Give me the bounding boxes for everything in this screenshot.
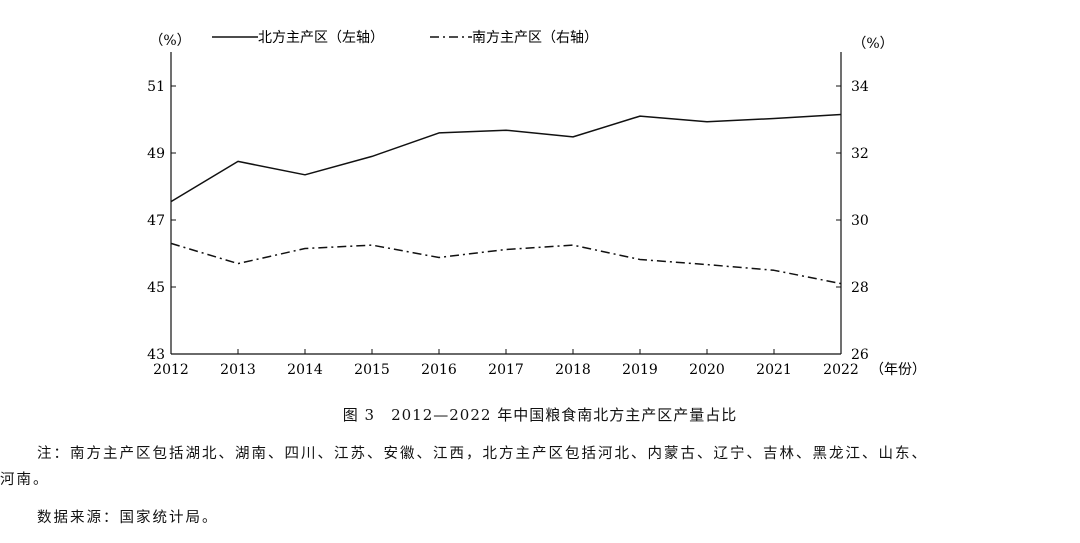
left-tick-label: 47 bbox=[147, 213, 165, 229]
right-tick-label: 30 bbox=[851, 213, 869, 229]
x-tick-label: 2014 bbox=[287, 362, 323, 378]
chart-legend: 北方主产区（左轴） 南方主产区（右轴） bbox=[212, 30, 598, 46]
north-series-line bbox=[170, 113, 842, 203]
x-tick-label: 2012 bbox=[153, 362, 189, 378]
left-axis-unit: （%） bbox=[149, 33, 190, 49]
figure-caption: 图 3 2012—2022 年中国粮食南北方主产区产量占比 bbox=[342, 406, 738, 424]
data-source: 数据来源：国家统计局。 bbox=[37, 510, 219, 526]
left-tick-label: 43 bbox=[147, 347, 165, 363]
x-tick-label: 2021 bbox=[756, 362, 792, 378]
x-tick-label: 2016 bbox=[421, 362, 457, 378]
legend-south-label: 南方主产区（右轴） bbox=[472, 30, 598, 46]
south-series-line bbox=[170, 242, 842, 285]
left-tick-label: 49 bbox=[147, 146, 165, 162]
right-tick-label: 28 bbox=[851, 280, 869, 296]
right-tick-label: 34 bbox=[851, 79, 869, 95]
note-line-2: 河南。 bbox=[0, 472, 50, 488]
left-tick-label: 45 bbox=[147, 280, 165, 296]
x-tick-label: 2018 bbox=[555, 362, 591, 378]
legend-north-label: 北方主产区（左轴） bbox=[258, 30, 384, 46]
note-line-1: 注：南方主产区包括湖北、湖南、四川、江苏、安徽、江西，北方主产区包括河北、内蒙古… bbox=[37, 446, 928, 462]
x-tick-label: 2022 bbox=[823, 362, 859, 378]
chart-axes: （%） （%） （年份） bbox=[149, 33, 926, 378]
x-axis-unit: （年份） bbox=[870, 362, 926, 378]
x-tick-label: 2017 bbox=[488, 362, 524, 378]
left-tick-label: 51 bbox=[147, 79, 165, 95]
chart: （%） （%） （年份） 43 45 47 49 51 26 28 30 32 34 2012 2013 2… bbox=[147, 30, 926, 378]
x-tick-label: 2019 bbox=[622, 362, 658, 378]
chart-ticks: 43 45 47 49 51 26 28 30 32 34 2012 2013 2014 2015 2016… bbox=[147, 79, 869, 378]
x-tick-label: 2015 bbox=[354, 362, 390, 378]
x-tick-label: 2013 bbox=[220, 362, 256, 378]
x-tick-label: 2020 bbox=[689, 362, 725, 378]
right-axis-unit: （%） bbox=[852, 36, 893, 52]
right-tick-label: 26 bbox=[851, 347, 869, 363]
right-tick-label: 32 bbox=[851, 146, 869, 162]
chart-lines bbox=[170, 113, 842, 285]
